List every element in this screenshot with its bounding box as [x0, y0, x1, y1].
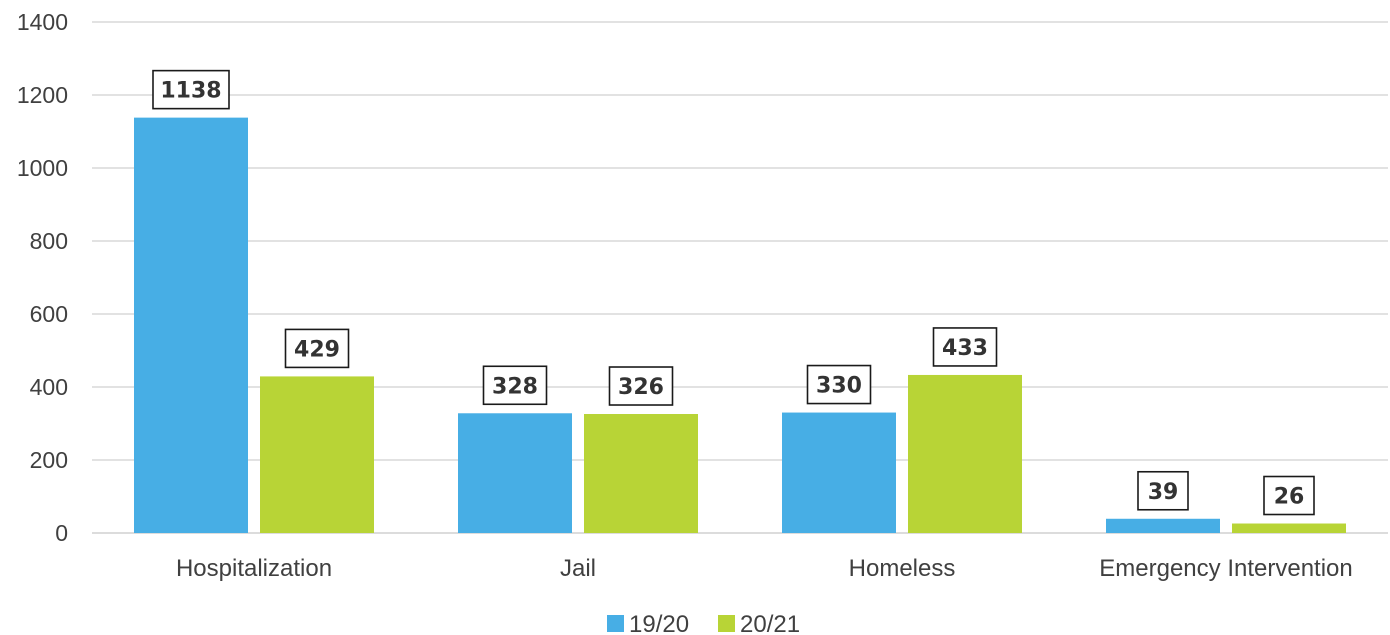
data-label-box: [1137, 470, 1189, 511]
data-label: 1138: [160, 79, 221, 104]
x-category-label: Emergency Intervention: [1099, 555, 1352, 582]
data-label-box: [932, 327, 998, 367]
bar: [458, 413, 572, 533]
y-tick-label: 400: [30, 374, 68, 400]
data-label: 433: [942, 336, 988, 361]
bar: [1106, 518, 1220, 533]
data-label: 429: [294, 337, 340, 362]
y-tick-label: 1200: [17, 82, 68, 108]
bar: [584, 414, 698, 533]
data-label: 330: [816, 374, 862, 399]
data-label-box: [152, 69, 230, 110]
bar: [260, 376, 374, 533]
data-label-box: [1263, 475, 1315, 516]
data-label: 326: [618, 375, 664, 400]
data-labels: 1138 429 328 326 330 433 39 26: [152, 69, 1315, 516]
data-label-box: [284, 328, 350, 369]
data-label: 39: [1148, 480, 1179, 505]
legend-label: 20/21: [740, 611, 800, 635]
y-tick-label: 0: [55, 520, 68, 546]
data-label-box: [608, 366, 674, 406]
bar: [134, 117, 248, 533]
legend: 19/20 20/21: [607, 611, 800, 635]
data-label: 328: [492, 374, 538, 399]
x-axis: Hospitalization Jail Homeless Emergency Int…: [176, 555, 1353, 582]
bar: [782, 412, 896, 533]
y-tick-label: 600: [30, 301, 68, 327]
legend-label: 19/20: [629, 611, 689, 635]
bar: [1232, 523, 1346, 533]
legend-swatch: [607, 615, 624, 632]
y-tick-label: 200: [30, 447, 68, 473]
y-tick-label: 1400: [17, 9, 68, 35]
y-axis: 0 200 400 600 800 1000 1200 1400: [17, 9, 68, 546]
legend-swatch: [718, 615, 735, 632]
x-category-label: Hospitalization: [176, 555, 332, 582]
data-label-box: [482, 365, 548, 406]
y-tick-label: 800: [30, 228, 68, 254]
x-category-label: Homeless: [849, 555, 956, 582]
data-label-box: [806, 364, 872, 405]
data-label: 26: [1274, 485, 1305, 510]
y-tick-label: 1000: [17, 155, 68, 181]
x-category-label: Jail: [560, 555, 596, 582]
bar: [908, 374, 1022, 533]
bars: [134, 117, 1346, 533]
